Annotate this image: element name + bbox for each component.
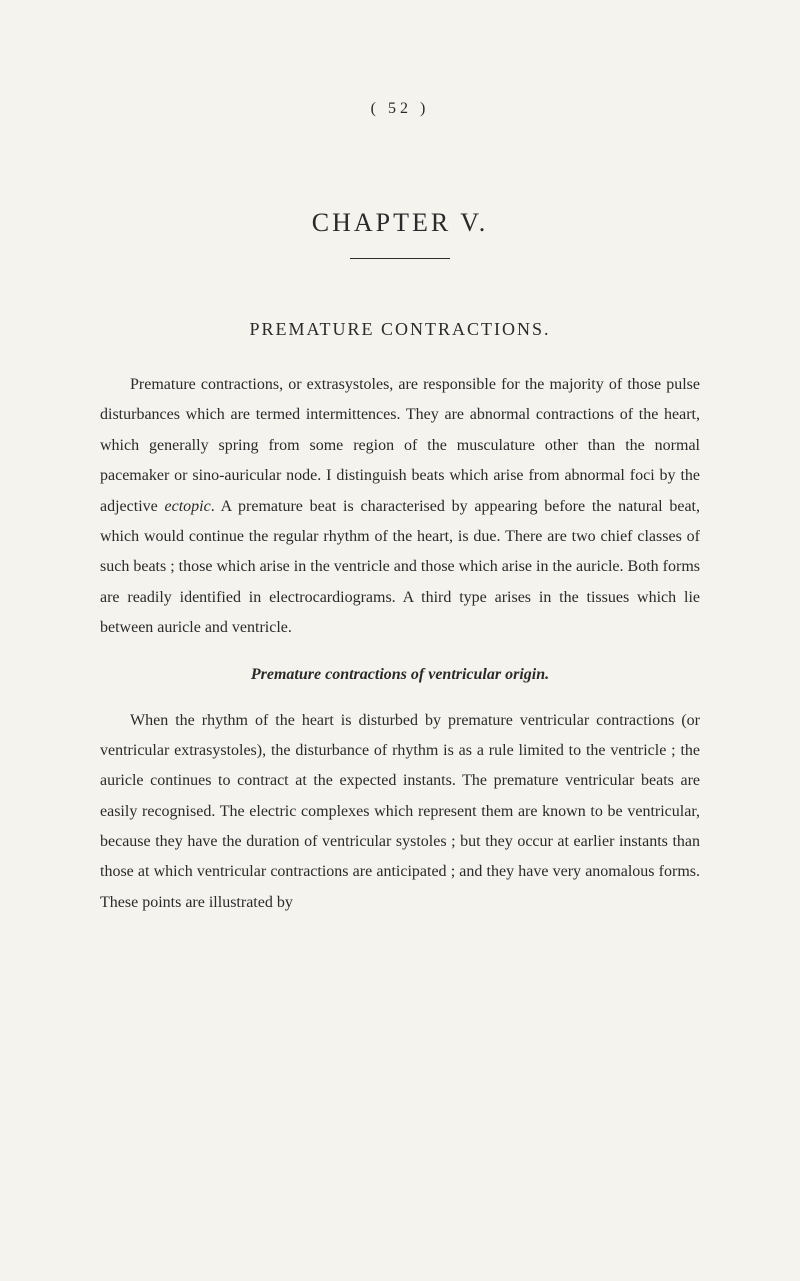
paragraph-1-part-2: . A premature beat is characterised by a… (100, 498, 700, 637)
page-container: ( 52 ) CHAPTER V. PREMATURE CONTRACTIONS… (0, 0, 800, 1281)
paragraph-1-part-1: Premature contractions, or extrasystoles… (100, 376, 700, 515)
chapter-heading: CHAPTER V. (100, 208, 700, 238)
chapter-heading-text: CHAPTER V. (312, 208, 488, 237)
heading-divider (350, 258, 450, 259)
paragraph-1: Premature contractions, or extrasystoles… (100, 370, 700, 644)
paragraph-1-italic-ectopic: ectopic (165, 498, 211, 515)
section-title: PREMATURE CONTRACTIONS. (100, 319, 700, 340)
subsection-title: Premature contractions of ventricular or… (100, 666, 700, 684)
paragraph-2: When the rhythm of the heart is disturbe… (100, 706, 700, 919)
page-number: ( 52 ) (100, 100, 700, 118)
